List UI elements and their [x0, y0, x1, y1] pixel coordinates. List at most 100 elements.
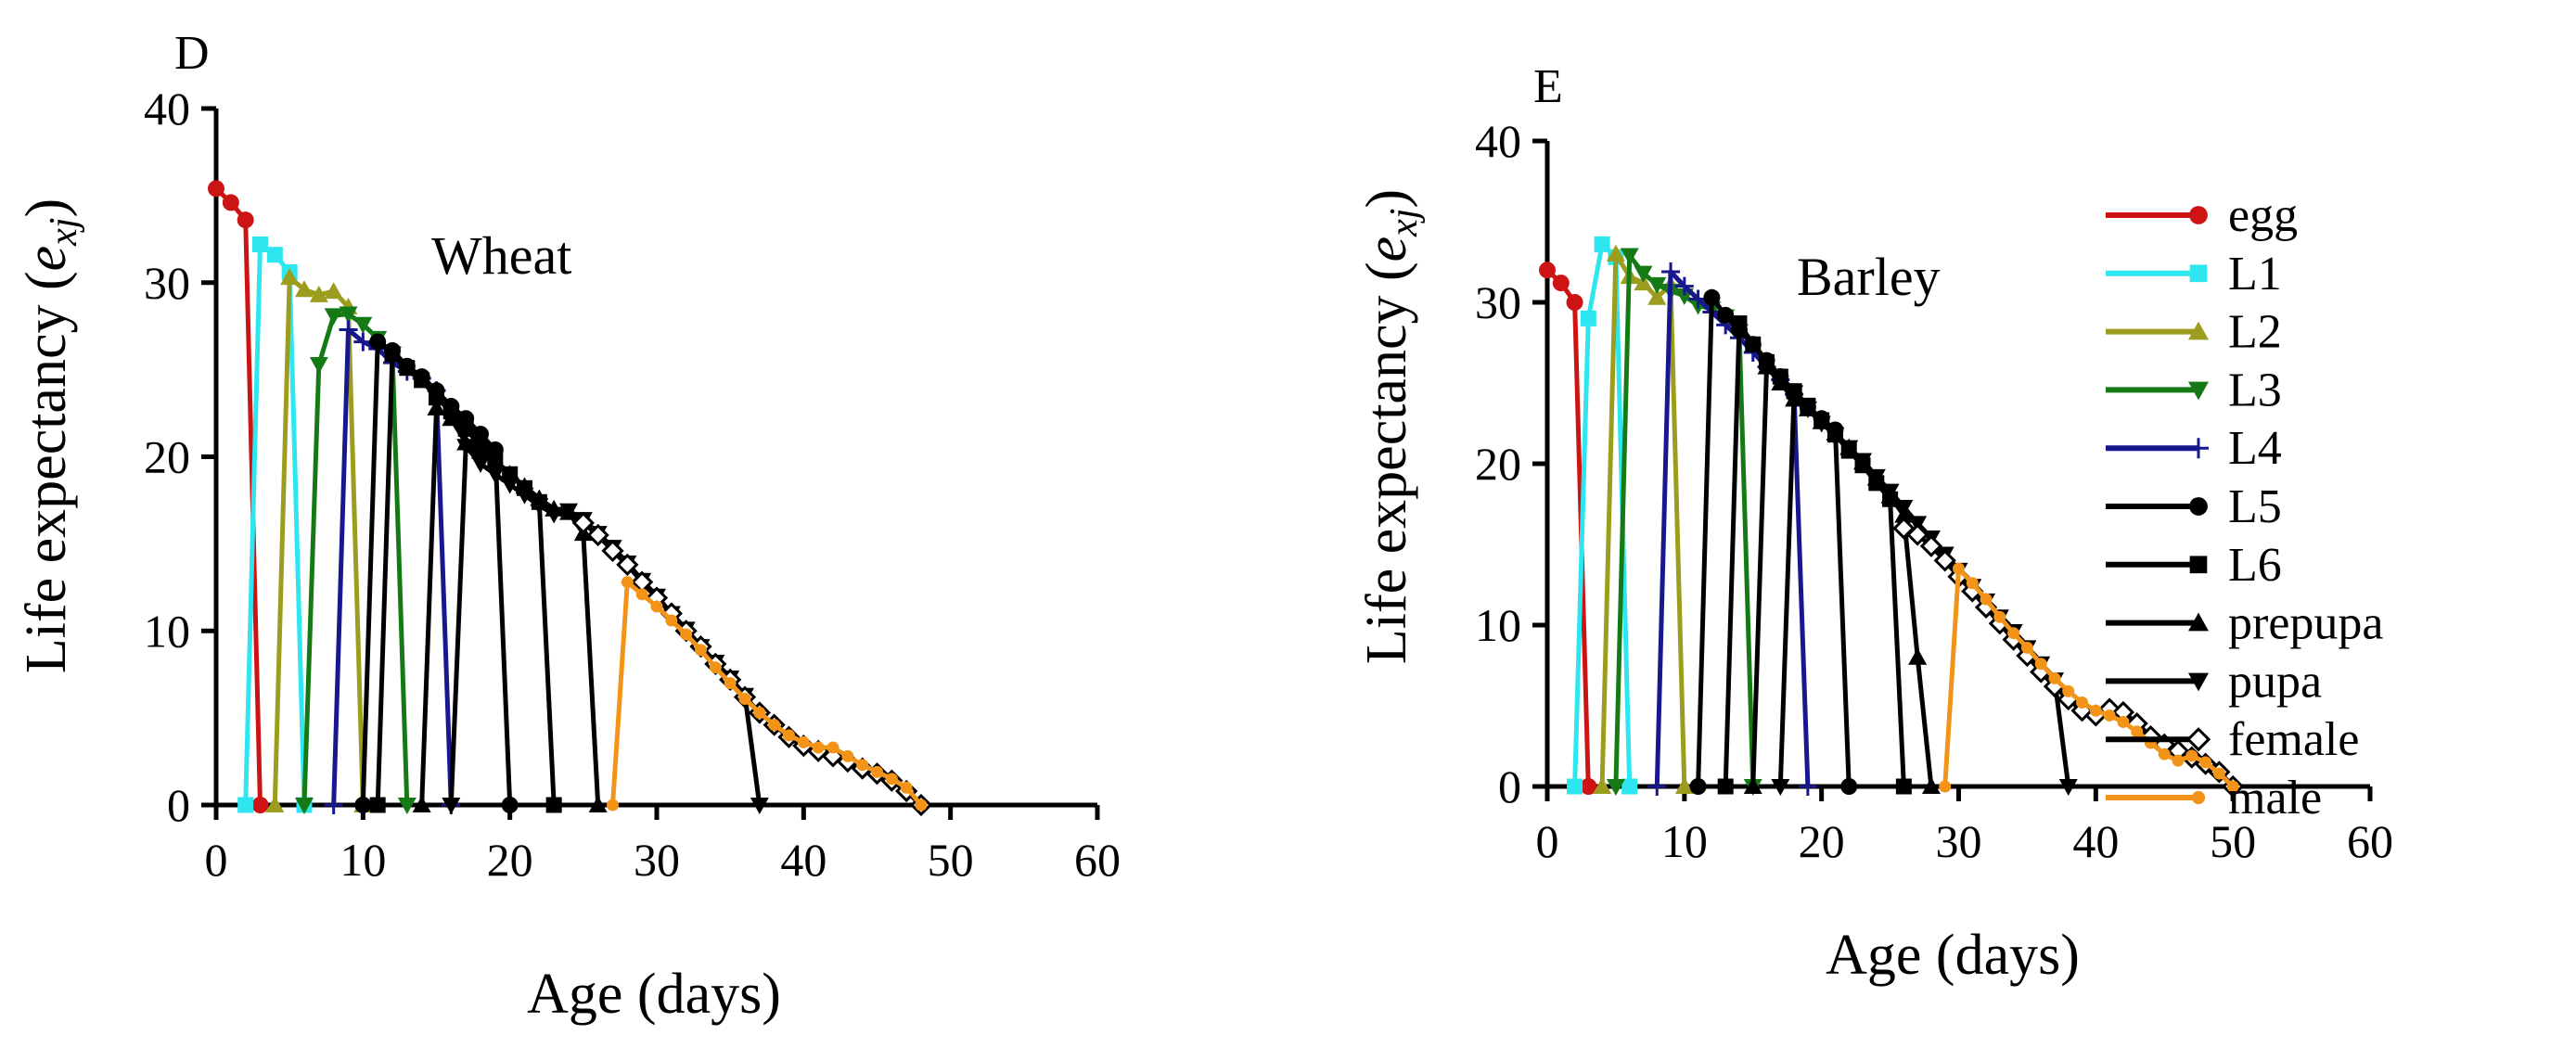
data-point-L4	[1798, 777, 1817, 796]
data-point-pupa	[1771, 779, 1790, 796]
legend-item-L5: L5	[2106, 480, 2282, 533]
legend-label-prepupa: prepupa	[2228, 597, 2383, 650]
x-tick-label: 50	[928, 834, 974, 886]
data-point-L4	[324, 796, 343, 814]
data-point-male	[621, 576, 634, 589]
data-point-L2	[309, 285, 328, 302]
x-tick-label: 40	[2072, 815, 2119, 867]
data-point-male	[2034, 658, 2047, 671]
series-male	[607, 576, 928, 812]
series-line-male	[610, 580, 923, 807]
data-point-L2	[295, 280, 314, 298]
data-point-pupa	[750, 798, 769, 814]
data-point-pupa	[1826, 427, 1845, 444]
legend-item-L3: L3	[2106, 364, 2282, 416]
data-point-L3	[1620, 248, 1639, 265]
legend-item-male: male	[2106, 772, 2322, 824]
data-point-pupa	[1812, 415, 1831, 433]
data-point-L5	[1840, 778, 1858, 795]
data-point-pupa	[500, 477, 519, 494]
data-point-male	[695, 644, 707, 657]
y-axis-label: Life expectancy (exj)	[15, 198, 85, 673]
data-point-male	[2117, 715, 2130, 728]
data-point-male	[607, 799, 619, 812]
data-point-L6	[429, 390, 444, 406]
legend-item-L1: L1	[2106, 248, 2282, 300]
data-point-male	[2007, 627, 2020, 640]
data-point-male	[812, 741, 825, 754]
legend-marker-L6	[2189, 556, 2208, 574]
data-point-male	[885, 773, 898, 786]
y-tick-label: 20	[1475, 438, 1521, 490]
data-point-female	[601, 539, 624, 563]
legend-label-L1: L1	[2228, 248, 2282, 300]
data-point-pupa	[545, 506, 564, 524]
x-tick-label: 60	[1074, 834, 1121, 886]
data-point-L4	[339, 320, 358, 339]
x-axis-label: Age (days)	[1826, 924, 2080, 987]
data-point-L6	[399, 360, 416, 377]
data-point-pupa	[1880, 483, 1900, 501]
legend-marker-L4	[2188, 438, 2209, 459]
chart-panel-wheat: D Wheat Age (days) Life expectancy (exj)…	[15, 27, 1121, 1026]
data-point-L6	[369, 797, 386, 813]
x-tick-label: 60	[2347, 815, 2393, 867]
legend-item-L6: L6	[2106, 539, 2282, 592]
data-point-egg	[222, 194, 239, 211]
data-point-egg	[1566, 294, 1583, 311]
data-point-L6	[1895, 778, 1912, 795]
legend-label-L5: L5	[2228, 480, 2282, 533]
data-point-male	[915, 799, 928, 812]
data-point-L2	[280, 268, 300, 286]
data-point-L4	[1647, 777, 1667, 796]
data-point-pupa	[1798, 401, 1817, 418]
data-point-male	[2199, 756, 2212, 769]
data-point-L5	[354, 797, 372, 813]
legend-marker-pupa	[2188, 672, 2209, 692]
data-point-male	[2076, 697, 2089, 709]
data-point-L3	[1606, 779, 1625, 796]
data-point-L3	[1634, 265, 1653, 283]
data-point-prepupa	[1757, 357, 1776, 375]
legend-item-female: female	[2106, 713, 2359, 766]
legend-label-L2: L2	[2228, 306, 2282, 359]
data-point-female	[571, 511, 595, 534]
data-point-male	[2172, 754, 2185, 767]
y-tick-label: 0	[167, 779, 190, 831]
legend-marker-female	[2185, 727, 2211, 752]
axes: 0 10 20 30 40 50 60 0 10 20 30 40	[144, 83, 1121, 886]
data-point-L2	[265, 796, 285, 812]
panel-label-e: E	[1533, 60, 1563, 113]
legend-item-egg: egg	[2106, 189, 2298, 242]
data-point-male	[724, 677, 737, 690]
y-tick-label: 30	[1475, 276, 1521, 328]
data-point-male	[2185, 749, 2198, 762]
chart-panel-barley: E Barley Age (days) Life expectancy (exj…	[1355, 60, 2393, 987]
legend-label-egg: egg	[2228, 189, 2298, 242]
data-point-pupa	[485, 466, 505, 484]
data-point-L6	[1745, 336, 1762, 352]
x-tick-label: 30	[634, 834, 680, 886]
data-point-L2	[1647, 288, 1667, 305]
legend-marker-L5	[2189, 497, 2208, 516]
data-point-male	[680, 628, 693, 641]
data-point-pupa	[515, 487, 534, 505]
data-point-egg	[1552, 275, 1570, 292]
data-point-L1	[1567, 778, 1583, 795]
data-point-egg	[1580, 778, 1597, 795]
legend-marker-L1	[2189, 264, 2208, 283]
legend-item-pupa: pupa	[2106, 655, 2322, 708]
data-point-male	[709, 661, 722, 674]
series-line-L2	[1599, 251, 1687, 787]
data-point-L4	[1661, 262, 1681, 281]
data-point-L6	[1717, 778, 1734, 795]
x-tick-label: 20	[487, 834, 533, 886]
data-point-male	[856, 759, 869, 772]
data-point-L2	[1674, 777, 1694, 794]
data-point-L6	[1731, 315, 1748, 332]
data-point-male	[1953, 562, 1965, 575]
x-tick-label: 10	[1661, 815, 1708, 867]
y-tick-label: 40	[144, 83, 190, 134]
data-point-L2	[1606, 244, 1625, 262]
legend-item-L4: L4	[2106, 422, 2282, 475]
